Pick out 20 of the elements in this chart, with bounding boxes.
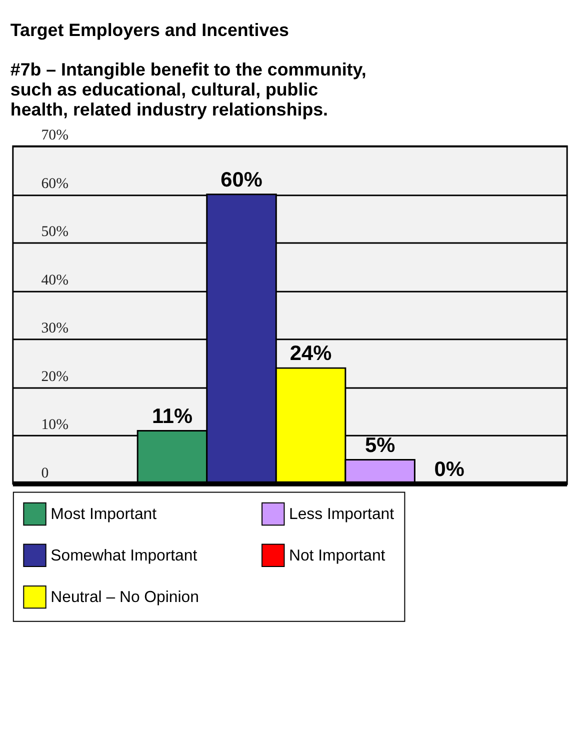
text: 5% [364, 434, 396, 457]
legend-label: Most Important [50, 506, 158, 523]
chart-title: Target Employers and Incentives [10, 20, 290, 40]
y-tick-label: 10% [41, 417, 68, 434]
legend-label: Somewhat Important [50, 547, 198, 564]
legend-label: Less Important [289, 506, 395, 523]
chart-subtitle: #7b – Intangible benefit to the community, such as educational, cultural, public health, related industry relationships. [10, 60, 366, 120]
y-tick-label: 60% [41, 176, 68, 192]
text: 0% [434, 458, 464, 481]
text: 24% [290, 342, 332, 366]
y-tick-label: 20% [41, 368, 68, 385]
text: 11% [152, 404, 193, 428]
y-tick-label: 40% [41, 272, 68, 288]
y-tick-label: 50% [41, 224, 68, 240]
y-tick-label: 30% [41, 320, 68, 337]
text: 60% [220, 168, 262, 192]
y-tick-label: 0 [41, 465, 49, 482]
y-tick-label: 70% [41, 128, 68, 144]
legend-label: Neutral – No Opinion [50, 589, 199, 606]
legend-label: Not Important [289, 547, 386, 564]
